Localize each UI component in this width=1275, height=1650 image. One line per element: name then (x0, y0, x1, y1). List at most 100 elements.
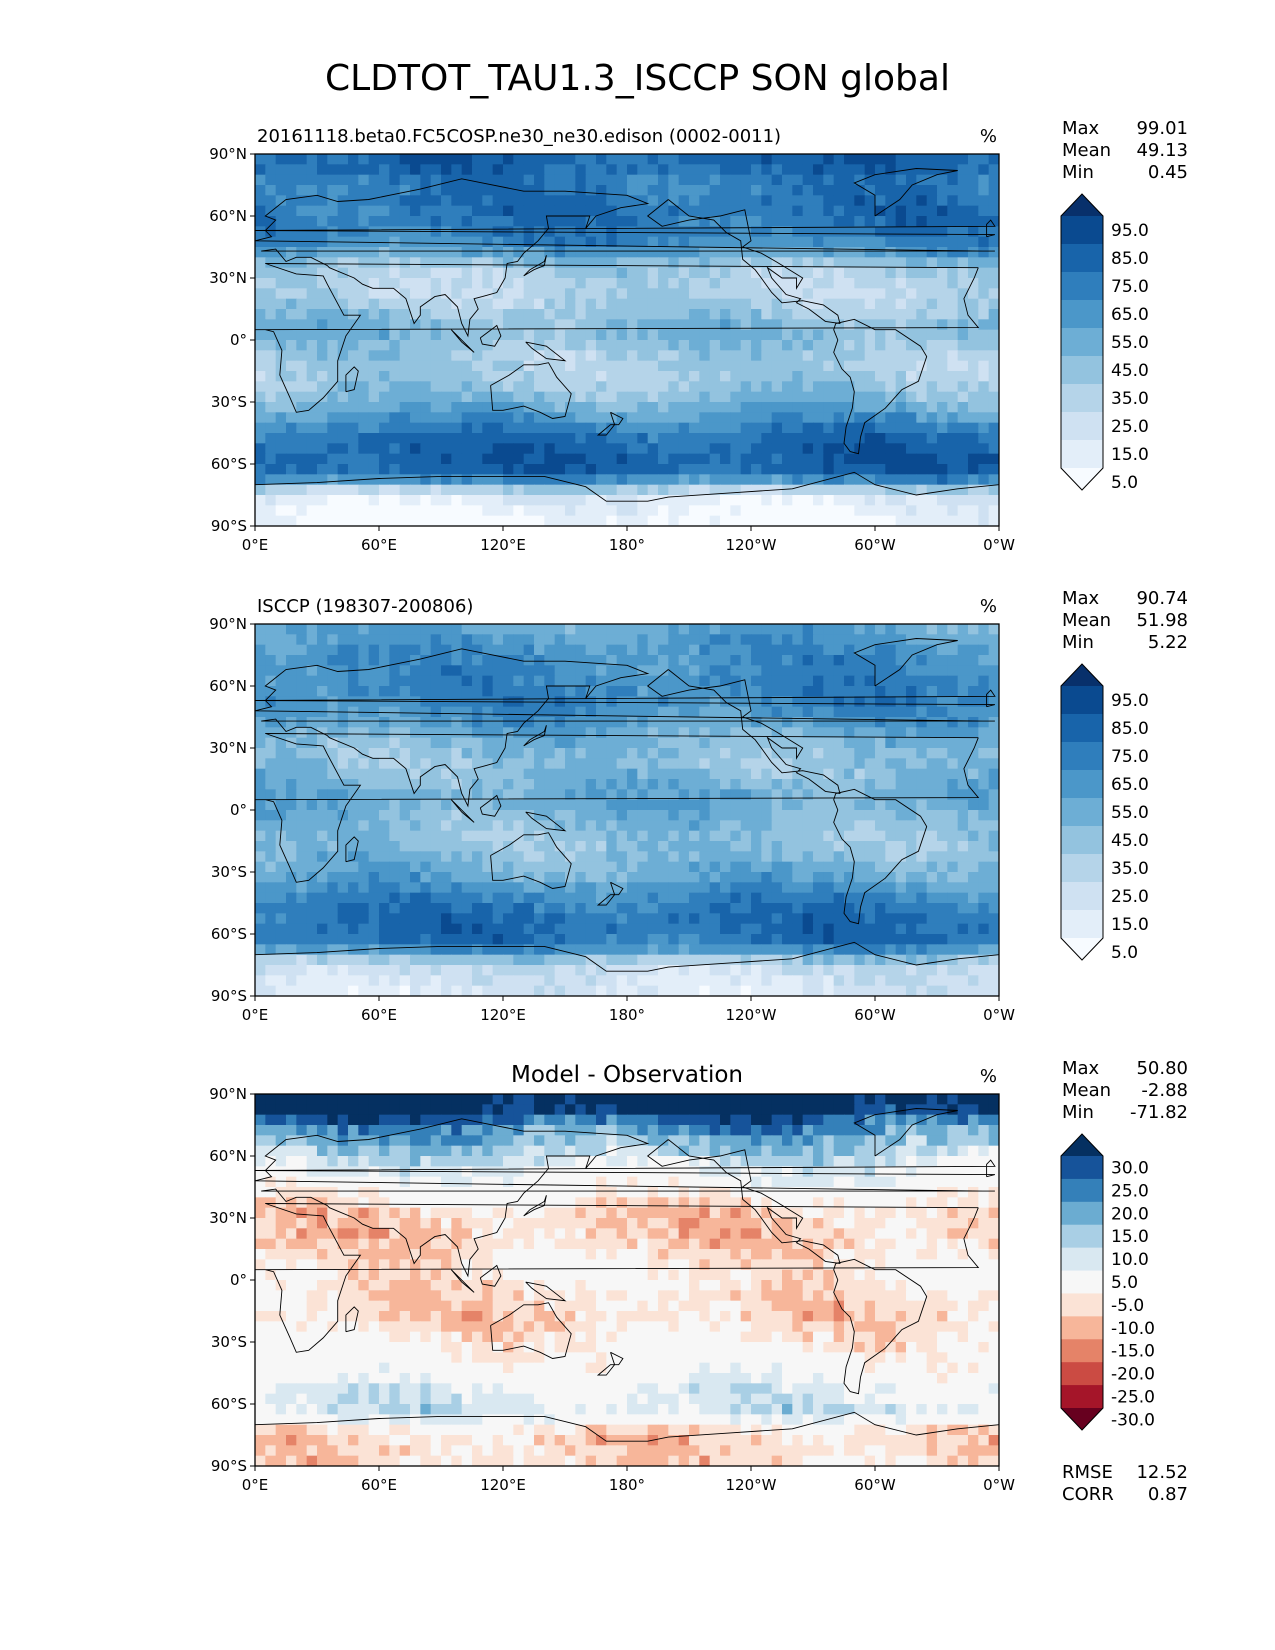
heatmap-cell (420, 882, 432, 894)
heatmap-cell (709, 789, 721, 801)
heatmap-cell (441, 505, 452, 517)
heatmap-cell (947, 505, 959, 517)
heatmap-cell (275, 944, 287, 956)
heatmap-cell (575, 655, 587, 666)
heatmap-cell (565, 257, 576, 269)
heatmap-cell (678, 484, 690, 496)
heatmap-cell (255, 278, 266, 289)
heatmap-cell (895, 474, 907, 486)
heatmap-cell (296, 226, 308, 238)
heatmap-cell (926, 515, 938, 526)
heatmap-cell (337, 655, 349, 666)
heatmap-cell (420, 686, 432, 697)
heatmap-cell (472, 830, 483, 842)
heatmap-cell (441, 453, 452, 465)
heatmap-cell (627, 402, 638, 413)
heatmap-cell (534, 154, 545, 165)
heatmap-cell (937, 903, 948, 914)
heatmap-cell (761, 433, 773, 444)
heatmap-cell (317, 717, 328, 728)
heatmap-cell (823, 236, 835, 248)
heatmap-cell (513, 515, 525, 526)
heatmap-cell (317, 340, 328, 351)
heatmap-cell (864, 236, 876, 248)
heatmap-cell (968, 340, 979, 351)
heatmap-cell (875, 309, 886, 320)
heatmap-cell (658, 748, 669, 759)
heatmap-cell (368, 309, 380, 320)
heatmap-cell (255, 892, 266, 904)
heatmap-cell (296, 737, 308, 749)
heatmap-cell (296, 329, 308, 341)
heatmap-cell (678, 696, 690, 708)
heatmap-cell (895, 861, 907, 873)
heatmap-cell (885, 381, 897, 393)
heatmap-cell (668, 443, 680, 455)
heatmap-cell (420, 903, 432, 914)
heatmap-cell (678, 185, 690, 196)
heatmap-cell (730, 216, 742, 227)
heatmap-cell (410, 913, 421, 925)
heatmap-cell (647, 706, 659, 718)
heatmap-cell (534, 174, 545, 186)
heatmap-cell (823, 706, 835, 718)
heatmap-cell (513, 789, 525, 801)
heatmap-cell (885, 474, 897, 486)
heatmap-cell (947, 748, 959, 759)
heatmap-cell (327, 717, 339, 728)
heatmap-cell (957, 257, 969, 269)
heatmap-cell (286, 706, 297, 718)
heatmap-cell (823, 944, 835, 956)
heatmap-cell (596, 443, 607, 455)
heatmap-cell (740, 903, 752, 914)
heatmap-cell (978, 216, 990, 227)
heatmap-cell (420, 515, 432, 526)
heatmap-cell (916, 737, 928, 749)
heatmap-cell (802, 799, 814, 811)
heatmap-cell (461, 892, 473, 904)
heatmap-cell (761, 686, 773, 697)
heatmap-cell (730, 872, 742, 883)
heatmap-cell (399, 665, 411, 677)
heatmap-cell (854, 634, 866, 646)
heatmap-cell (916, 789, 928, 801)
heatmap-cell (988, 402, 999, 413)
heatmap-cell (627, 779, 638, 790)
heatmap-cell (988, 298, 999, 310)
heatmap-cell (265, 644, 277, 656)
heatmap-cell (740, 205, 752, 217)
heatmap-cell (978, 433, 990, 444)
heatmap-cell (503, 236, 514, 248)
heatmap-cell (389, 216, 401, 227)
heatmap-cell (813, 402, 824, 413)
heatmap-cell (534, 799, 545, 811)
heatmap-cell (730, 505, 742, 517)
heatmap-cell (782, 453, 793, 465)
heatmap-cell (782, 841, 793, 852)
heatmap-cell (823, 391, 835, 403)
heatmap-cell (358, 799, 370, 811)
heatmap-cell (875, 174, 886, 186)
heatmap-cell (751, 892, 762, 904)
heatmap-cell (534, 748, 545, 759)
heatmap-cell (606, 474, 618, 486)
heatmap-cell (275, 768, 287, 780)
heatmap-cell (957, 371, 969, 382)
heatmap-cell (461, 706, 473, 718)
heatmap-cell (823, 402, 835, 413)
heatmap-cell (420, 350, 432, 362)
heatmap-cell (554, 360, 566, 372)
heatmap-cell (296, 381, 308, 393)
heatmap-cell (513, 706, 525, 718)
colorbar-tick-label: 25.0 (1111, 417, 1149, 437)
heatmap-cell (265, 686, 277, 697)
heatmap-cell (854, 665, 866, 677)
heatmap-cell (296, 205, 308, 217)
heatmap-cell (647, 267, 659, 279)
heatmap-cell (875, 474, 886, 486)
heatmap-cell (441, 624, 452, 635)
heatmap-cell (668, 453, 680, 465)
heatmap-cell (957, 195, 969, 207)
heatmap-cell (792, 319, 804, 331)
heatmap-cell (895, 655, 907, 666)
